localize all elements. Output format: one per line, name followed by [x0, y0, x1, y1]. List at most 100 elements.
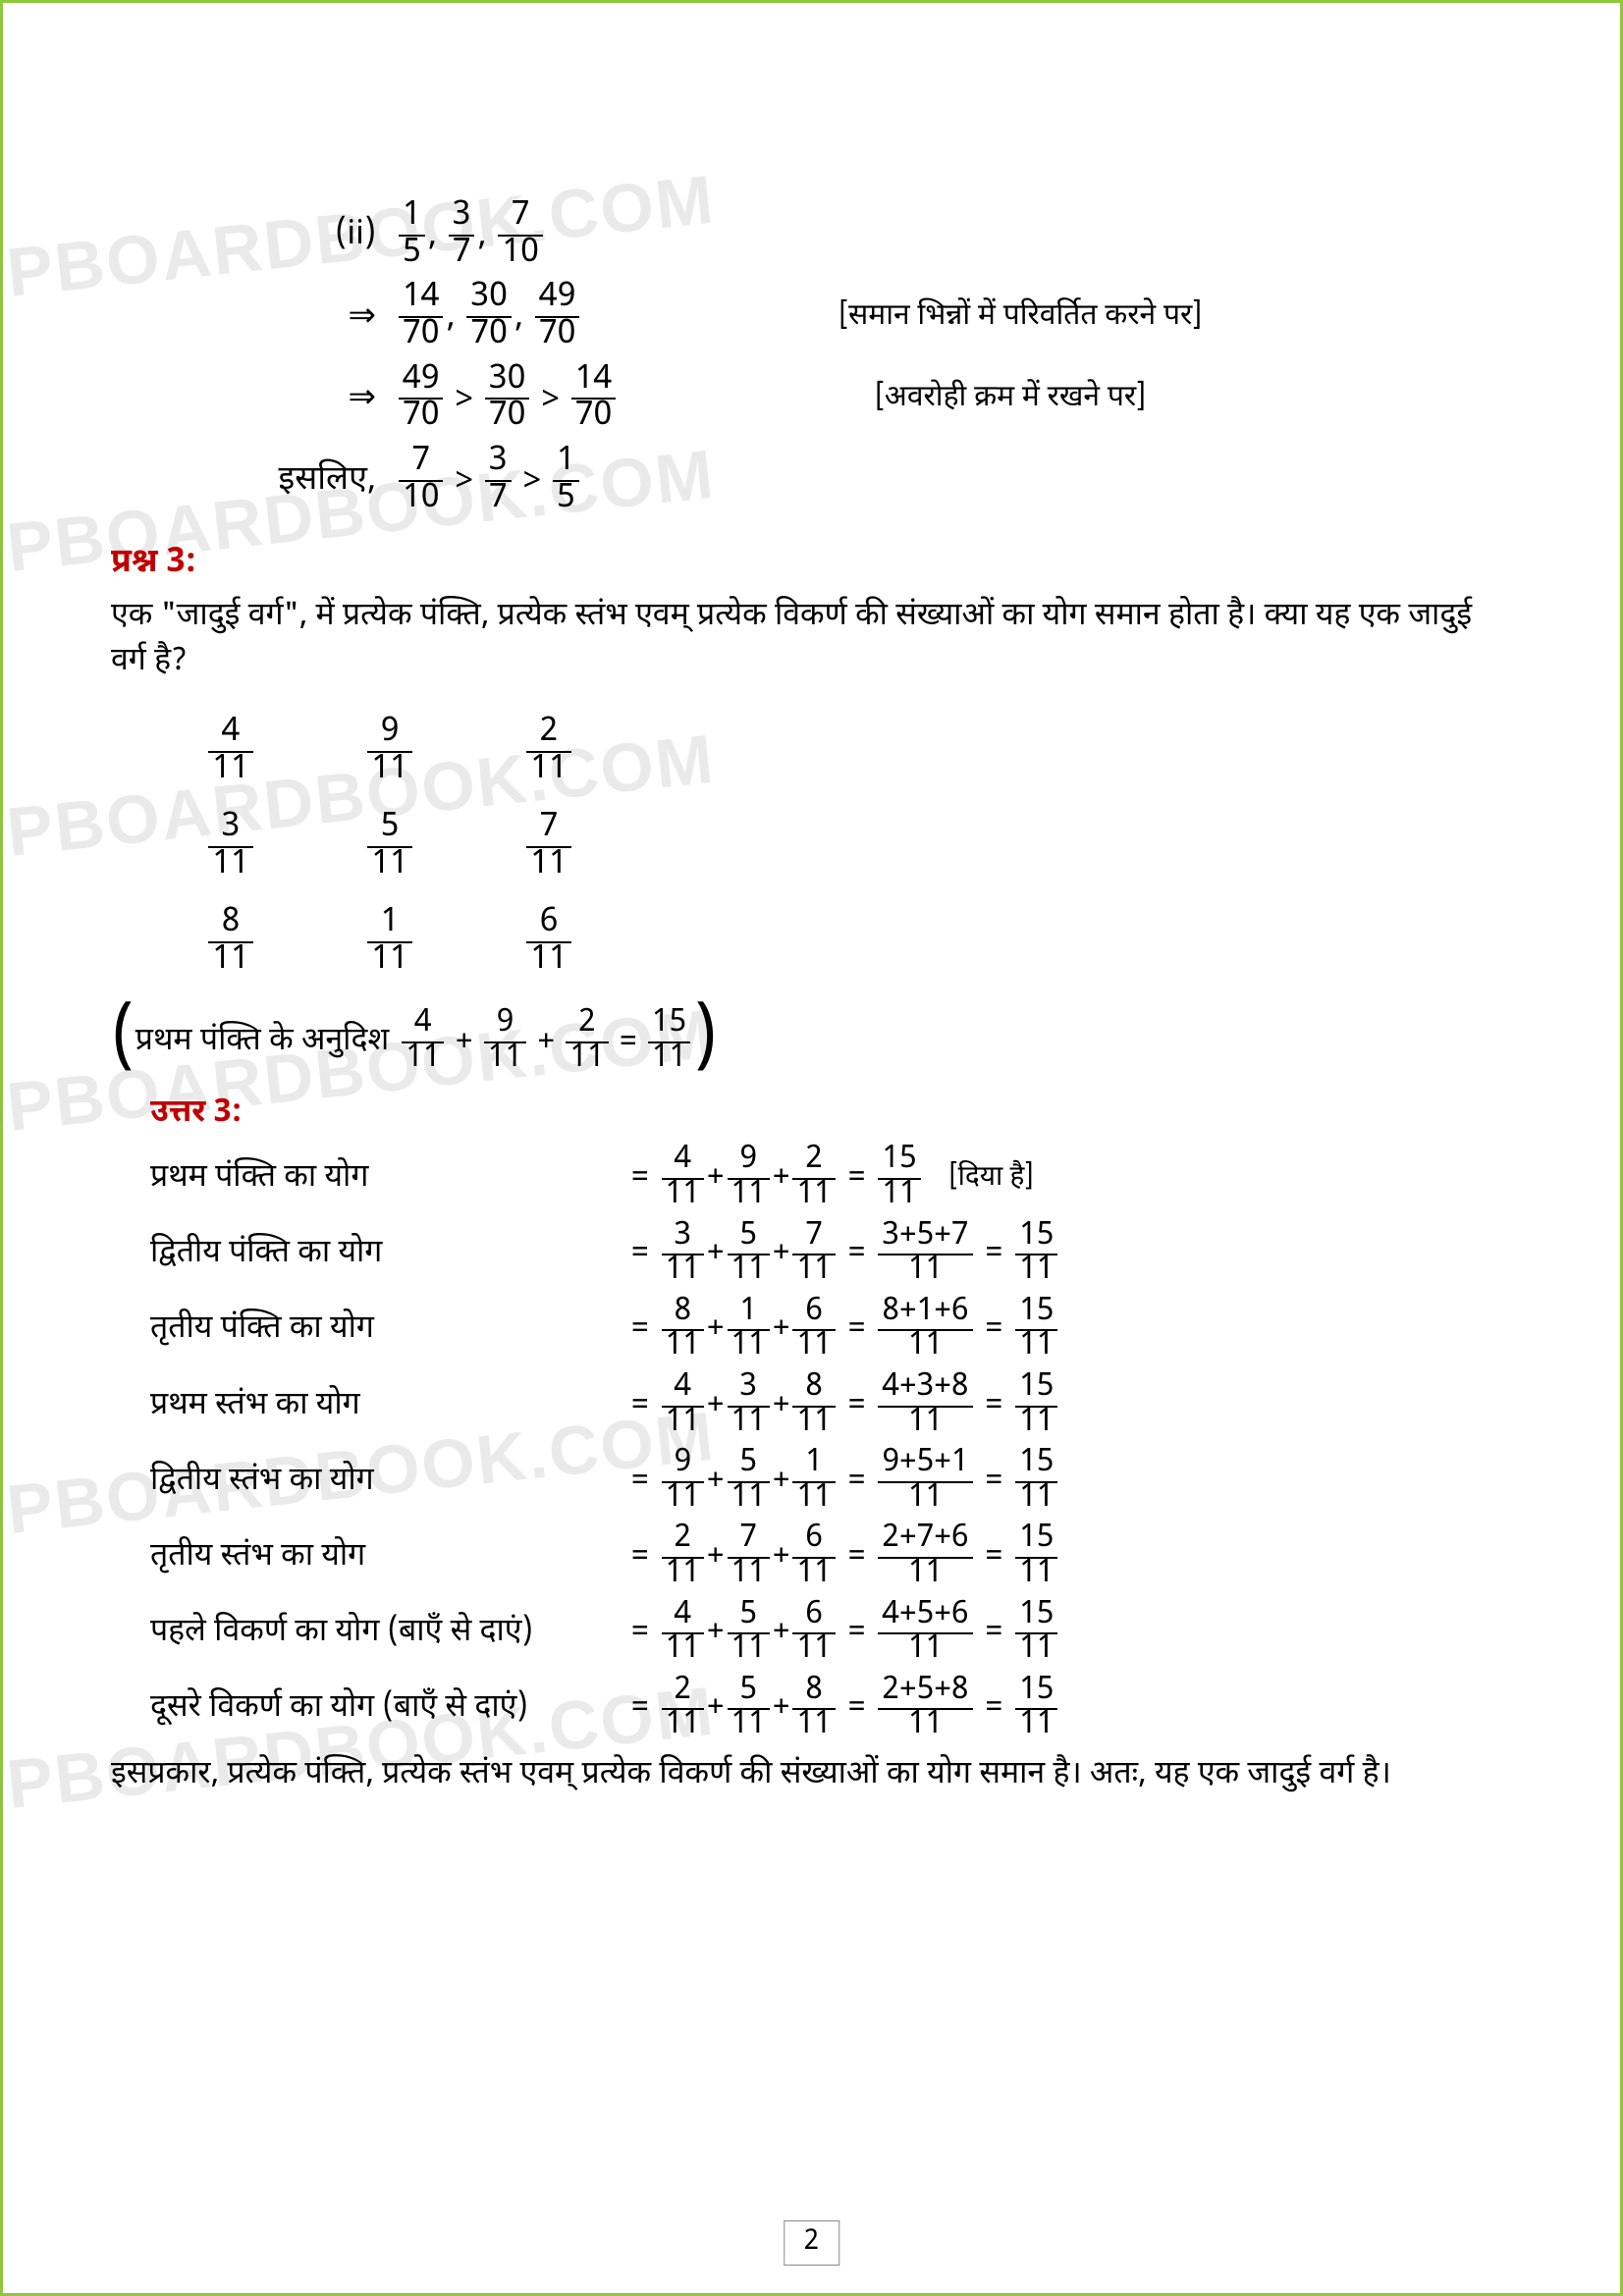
- fraction: 211: [662, 1676, 704, 1743]
- fraction: 211: [662, 1523, 704, 1591]
- left-paren: (: [111, 1015, 135, 1070]
- fraction: 511: [728, 1676, 770, 1743]
- sum-row: पहले विकर्ण का योग (बाएँ से दाएं)=411 + …: [111, 1600, 1512, 1668]
- sum-row: द्वितीय पंक्ति का योग=311 + 511 + 711 = …: [111, 1221, 1512, 1289]
- fraction: 3070: [485, 363, 529, 435]
- fraction: 911: [367, 716, 411, 787]
- fraction: 15: [399, 199, 425, 271]
- fraction: 4970: [399, 363, 443, 435]
- fraction: 1511: [1015, 1372, 1057, 1440]
- fraction: 1511: [1015, 1297, 1057, 1364]
- sum-row: तृतीय स्तंभ का योग=211 + 711 + 611 = 2+7…: [111, 1523, 1512, 1591]
- hint-prefix: प्रथम पंक्ति के अनुदिश: [135, 1022, 389, 1063]
- fraction: 1470: [399, 281, 443, 352]
- fraction: 811: [792, 1372, 835, 1440]
- fraction: 411: [662, 1600, 704, 1668]
- fraction: 611: [526, 906, 570, 978]
- magic-cell: 611: [470, 895, 627, 988]
- fraction: 411: [208, 716, 252, 787]
- fraction: 711: [526, 811, 570, 882]
- sum-label: प्रथम पंक्ति का योग: [111, 1158, 622, 1200]
- sum-equation: =211 + 711 + 611 = 2+7+611 = 1511: [622, 1523, 1060, 1591]
- sum-label: द्वितीय पंक्ति का योग: [111, 1234, 622, 1275]
- fraction: 15: [553, 445, 579, 516]
- fraction: 211: [792, 1145, 835, 1212]
- fraction: 511: [728, 1221, 770, 1289]
- fraction: 1511: [1015, 1600, 1057, 1668]
- fraction: 311: [728, 1372, 770, 1440]
- fraction: 211: [566, 1008, 608, 1076]
- fraction: 811: [662, 1297, 704, 1364]
- fraction: 311: [662, 1221, 704, 1289]
- fraction: 710: [498, 199, 542, 271]
- sec2-line-final: इसलिए, 710 > 37 > 15: [268, 445, 1512, 516]
- fraction: 611: [792, 1523, 835, 1591]
- question-3-hint: ( प्रथम पंक्ति के अनुदिश 411 + 911 + 211…: [111, 1008, 1512, 1076]
- fraction: 4+3+811: [878, 1372, 972, 1440]
- fraction: 2+5+811: [878, 1676, 972, 1743]
- sum-rows: प्रथम पंक्ति का योग=411 + 911 + 211 = 15…: [111, 1145, 1512, 1743]
- right-paren: ): [693, 1015, 718, 1070]
- magic-cell: 911: [311, 705, 468, 798]
- sum-label: द्वितीय स्तंभ का योग: [111, 1462, 622, 1503]
- sum-label: तृतीय स्तंभ का योग: [111, 1537, 622, 1578]
- fraction: 111: [792, 1448, 835, 1516]
- fraction: 1511: [1015, 1221, 1057, 1289]
- given-note: [दिया है]: [948, 1161, 1035, 1197]
- fraction: 3070: [466, 281, 511, 352]
- fraction: 611: [792, 1297, 835, 1364]
- sec2-line-original: (ii) 15, 37, 710: [268, 199, 1512, 271]
- fraction: 111: [367, 906, 411, 978]
- fraction: 711: [792, 1221, 835, 1289]
- fraction: 1511: [1015, 1676, 1057, 1743]
- fraction: 1470: [571, 363, 616, 435]
- fraction: 1511: [648, 1008, 690, 1076]
- magic-cell: 411: [152, 705, 309, 798]
- sum-row: प्रथम स्तंभ का योग=411 + 311 + 811 = 4+3…: [111, 1372, 1512, 1440]
- arrow: ⇒: [268, 295, 396, 340]
- fraction: 9+5+111: [878, 1448, 972, 1516]
- answer-3-title: उत्तर 3:: [150, 1094, 1512, 1135]
- fraction: 3+5+711: [878, 1221, 972, 1289]
- magic-cell: 511: [311, 800, 468, 893]
- sum-label: प्रथम स्तंभ का योग: [111, 1386, 622, 1427]
- sum-equation: =311 + 511 + 711 = 3+5+711 = 1511: [622, 1221, 1060, 1289]
- fraction: 1511: [1015, 1523, 1057, 1591]
- fraction: 511: [728, 1448, 770, 1516]
- sum-label: तृतीय पंक्ति का योग: [111, 1309, 622, 1351]
- fraction: 111: [728, 1297, 770, 1364]
- sum-equation: =411 + 511 + 611 = 4+5+611 = 1511: [622, 1600, 1060, 1668]
- sum-equation: =411 + 911 + 211 = 1511[दिया है]: [622, 1145, 1034, 1212]
- fraction: 2+7+611: [878, 1523, 972, 1591]
- fraction: 1511: [878, 1145, 920, 1212]
- fraction: 511: [728, 1600, 770, 1668]
- fraction: 710: [399, 445, 443, 516]
- fraction: 711: [728, 1523, 770, 1591]
- sum-equation: =911 + 511 + 111 = 9+5+111 = 1511: [622, 1448, 1060, 1516]
- fraction: 411: [662, 1145, 704, 1212]
- magic-cell: 711: [470, 800, 627, 893]
- sum-row: दूसरे विकर्ण का योग (बाएँ से दाएं)=211 +…: [111, 1676, 1512, 1743]
- sum-label: दूसरे विकर्ण का योग (बाएँ से दाएं): [111, 1688, 622, 1730]
- magic-cell: 211: [470, 705, 627, 798]
- fraction: 37: [449, 199, 475, 271]
- fraction: 4970: [535, 281, 579, 352]
- magic-square: 411 911 211 311 511 711 811 111 611: [150, 703, 629, 990]
- page: UPBOARDBOOK.COM UPBOARDBOOK.COM UPBOARDB…: [0, 0, 1623, 2296]
- magic-cell: 811: [152, 895, 309, 988]
- fraction: 811: [208, 906, 252, 978]
- fraction: 8+1+611: [878, 1297, 972, 1364]
- sum-row: तृतीय पंक्ति का योग=811 + 111 + 611 = 8+…: [111, 1297, 1512, 1364]
- question-3-title: प्रश्न 3:: [111, 542, 1512, 585]
- therefore: इसलिए,: [268, 459, 396, 503]
- note-desc: [अवरोही क्रम में रखने पर]: [874, 380, 1147, 418]
- fraction: 411: [402, 1008, 444, 1076]
- fraction: 311: [208, 811, 252, 882]
- section-ii: (ii) 15, 37, 710 ⇒ 1470, 3070, 4970 [समा…: [268, 199, 1512, 517]
- magic-cell: 111: [311, 895, 468, 988]
- fraction: 1511: [1015, 1448, 1057, 1516]
- magic-cell: 311: [152, 800, 309, 893]
- fraction: 511: [367, 811, 411, 882]
- sec2-line-convert: ⇒ 1470, 3070, 4970 [समान भिन्नों में परि…: [268, 281, 1512, 352]
- arrow: ⇒: [268, 377, 396, 421]
